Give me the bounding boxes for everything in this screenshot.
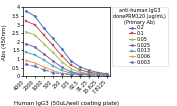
- 0.003: [25, 64, 27, 65]
- 0.05: [25, 31, 27, 32]
- 0.013: [52, 65, 54, 66]
- 0.05: [70, 68, 72, 69]
- 0.1: [34, 24, 36, 25]
- 0.1: [97, 73, 99, 74]
- 0.05: [79, 72, 81, 73]
- 0.05: [88, 73, 90, 74]
- 0.025: [34, 46, 36, 48]
- 0.05: [61, 61, 63, 62]
- 0.1: [88, 72, 90, 73]
- 0.2: [43, 27, 45, 29]
- 0.1: [52, 45, 54, 46]
- 0.006: [106, 75, 108, 76]
- 0.2: [106, 73, 108, 74]
- 0.025: [61, 67, 63, 68]
- 0.006: [88, 74, 90, 75]
- 0.006: [43, 66, 45, 68]
- 0.2: [79, 66, 81, 68]
- Line: 0.013: 0.013: [25, 51, 108, 76]
- 0.006: [61, 73, 63, 74]
- 0.2: [25, 10, 27, 12]
- 0.003: [79, 74, 81, 75]
- 0.025: [79, 73, 81, 74]
- Line: 0.006: 0.006: [25, 59, 108, 76]
- 0.2: [61, 48, 63, 49]
- 0.006: [97, 74, 99, 76]
- 0.1: [61, 55, 63, 56]
- Legend: 0.2, 0.1, 0.05, 0.025, 0.013, 0.006, 0.003: 0.2, 0.1, 0.05, 0.025, 0.013, 0.006, 0.0…: [112, 7, 168, 66]
- 0.05: [34, 34, 36, 36]
- 0.006: [52, 70, 54, 71]
- 0.2: [97, 72, 99, 73]
- Line: 0.2: 0.2: [25, 10, 108, 75]
- 0.013: [43, 59, 45, 61]
- 0.2: [70, 60, 72, 61]
- 0.006: [34, 62, 36, 63]
- 0.013: [70, 73, 72, 74]
- 0.025: [52, 60, 54, 61]
- Y-axis label: Abs (450nm): Abs (450nm): [2, 24, 7, 60]
- 0.2: [52, 38, 54, 39]
- 0.006: [70, 74, 72, 75]
- 0.1: [43, 34, 45, 36]
- 0.025: [70, 71, 72, 73]
- 0.013: [88, 74, 90, 75]
- 0.05: [43, 43, 45, 44]
- 0.05: [106, 74, 108, 75]
- 0.2: [88, 70, 90, 71]
- 0.003: [43, 69, 45, 70]
- 0.006: [25, 60, 27, 61]
- 0.013: [97, 74, 99, 75]
- 0.003: [52, 72, 54, 73]
- 0.05: [97, 73, 99, 75]
- 0.013: [25, 52, 27, 53]
- 0.025: [106, 74, 108, 75]
- X-axis label: Human IgG3 (50uL/well coating plate): Human IgG3 (50uL/well coating plate): [14, 101, 119, 106]
- 0.013: [61, 70, 63, 71]
- 0.025: [25, 43, 27, 44]
- 0.1: [25, 21, 27, 22]
- Line: 0.05: 0.05: [25, 31, 108, 75]
- Line: 0.003: 0.003: [25, 63, 108, 76]
- 0.1: [79, 69, 81, 70]
- Line: 0.1: 0.1: [25, 20, 108, 75]
- 0.013: [106, 74, 108, 76]
- 0.2: [34, 15, 36, 17]
- 0.003: [88, 74, 90, 76]
- 0.006: [79, 74, 81, 75]
- 0.003: [34, 66, 36, 67]
- 0.003: [106, 75, 108, 76]
- 0.025: [43, 53, 45, 55]
- 0.013: [34, 54, 36, 55]
- 0.1: [106, 73, 108, 75]
- Line: 0.025: 0.025: [25, 43, 108, 76]
- 0.013: [79, 73, 81, 75]
- 0.003: [61, 73, 63, 75]
- 0.025: [97, 74, 99, 75]
- 0.1: [70, 64, 72, 66]
- 0.025: [88, 74, 90, 75]
- 0.003: [70, 74, 72, 75]
- 0.05: [52, 52, 54, 53]
- 0.003: [97, 75, 99, 76]
